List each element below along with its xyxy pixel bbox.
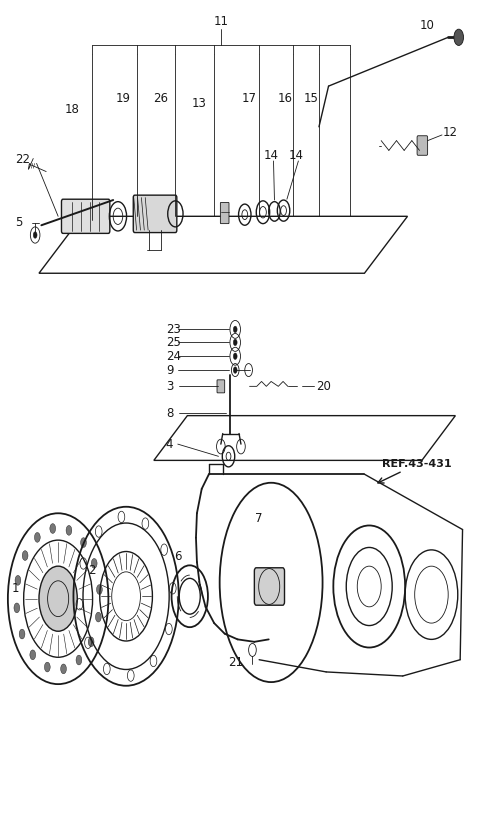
Text: 16: 16 — [277, 92, 292, 105]
Circle shape — [19, 629, 25, 639]
Text: 7: 7 — [255, 513, 263, 526]
Text: 5: 5 — [15, 216, 23, 229]
Text: 18: 18 — [65, 104, 80, 117]
FancyBboxPatch shape — [133, 195, 177, 232]
Text: REF.43-431: REF.43-431 — [382, 460, 452, 469]
FancyBboxPatch shape — [61, 199, 110, 233]
Circle shape — [50, 523, 56, 533]
Text: 19: 19 — [115, 92, 130, 105]
Text: 11: 11 — [213, 15, 228, 29]
Text: 4: 4 — [166, 438, 173, 451]
Text: 23: 23 — [166, 323, 180, 336]
Text: 17: 17 — [242, 92, 257, 105]
Text: 9: 9 — [166, 363, 173, 377]
Circle shape — [233, 353, 237, 359]
Circle shape — [88, 637, 94, 647]
Text: 21: 21 — [228, 655, 243, 668]
Circle shape — [35, 532, 40, 542]
Circle shape — [233, 339, 237, 346]
Text: 6: 6 — [174, 550, 181, 563]
Text: 10: 10 — [419, 19, 434, 32]
Circle shape — [96, 584, 102, 594]
Text: 26: 26 — [154, 92, 168, 105]
Circle shape — [45, 662, 50, 672]
Circle shape — [39, 566, 77, 632]
Text: 1: 1 — [12, 582, 19, 595]
Circle shape — [14, 603, 20, 613]
Text: 2: 2 — [88, 564, 96, 577]
Text: 8: 8 — [166, 407, 173, 420]
Circle shape — [76, 655, 82, 665]
FancyBboxPatch shape — [254, 568, 285, 606]
FancyBboxPatch shape — [417, 136, 428, 156]
Circle shape — [33, 231, 37, 238]
Text: 13: 13 — [192, 97, 207, 110]
Circle shape — [81, 538, 86, 548]
Text: 20: 20 — [317, 380, 332, 393]
Circle shape — [96, 612, 101, 622]
Circle shape — [233, 326, 237, 333]
Text: 22: 22 — [15, 153, 30, 165]
Circle shape — [233, 367, 237, 373]
Text: 14: 14 — [288, 149, 303, 162]
Text: 24: 24 — [166, 350, 181, 363]
Text: 15: 15 — [303, 92, 318, 105]
Text: 25: 25 — [166, 336, 180, 349]
Circle shape — [22, 551, 28, 561]
Text: 14: 14 — [264, 149, 278, 162]
Circle shape — [91, 558, 97, 568]
Circle shape — [30, 650, 36, 659]
Circle shape — [15, 575, 21, 585]
Text: 3: 3 — [166, 380, 173, 393]
Circle shape — [60, 664, 66, 674]
FancyBboxPatch shape — [217, 380, 225, 393]
Circle shape — [66, 526, 72, 535]
Text: 12: 12 — [443, 126, 458, 139]
Circle shape — [454, 29, 464, 46]
FancyBboxPatch shape — [220, 202, 229, 223]
